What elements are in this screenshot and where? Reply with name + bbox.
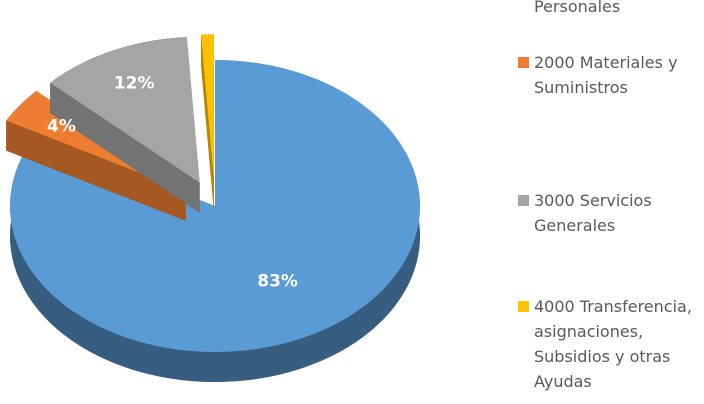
data-label: 4% — [47, 117, 76, 137]
legend-swatch — [518, 301, 529, 312]
legend-item: 4000 Transferencia, asignaciones, Subsid… — [518, 294, 698, 394]
slice-face — [50, 82, 200, 213]
legend-swatch — [518, 195, 529, 206]
legend-swatch — [518, 57, 529, 68]
legend-item: 2000 Materiales y Suministros — [518, 50, 698, 100]
data-label: 83% — [257, 271, 298, 291]
data-label: 12% — [114, 74, 155, 94]
slice-group — [6, 90, 186, 221]
slice-face — [200, 34, 214, 211]
slice — [200, 34, 214, 181]
legend-item: 1000 Servicios Personales — [518, 0, 698, 19]
legend-label: 2000 Materiales y Suministros — [534, 53, 678, 97]
slice-group — [200, 34, 214, 211]
legend-label: 4000 Transferencia, asignaciones, Subsid… — [534, 297, 692, 391]
slice — [50, 37, 200, 183]
slice-face — [6, 120, 186, 221]
legend-label: 1000 Servicios Personales — [534, 0, 621, 16]
legend-item: 3000 Servicios Generales — [518, 188, 698, 238]
slice — [10, 60, 420, 352]
slice-group — [50, 37, 200, 213]
legend-label: 3000 Servicios Generales — [534, 191, 652, 235]
